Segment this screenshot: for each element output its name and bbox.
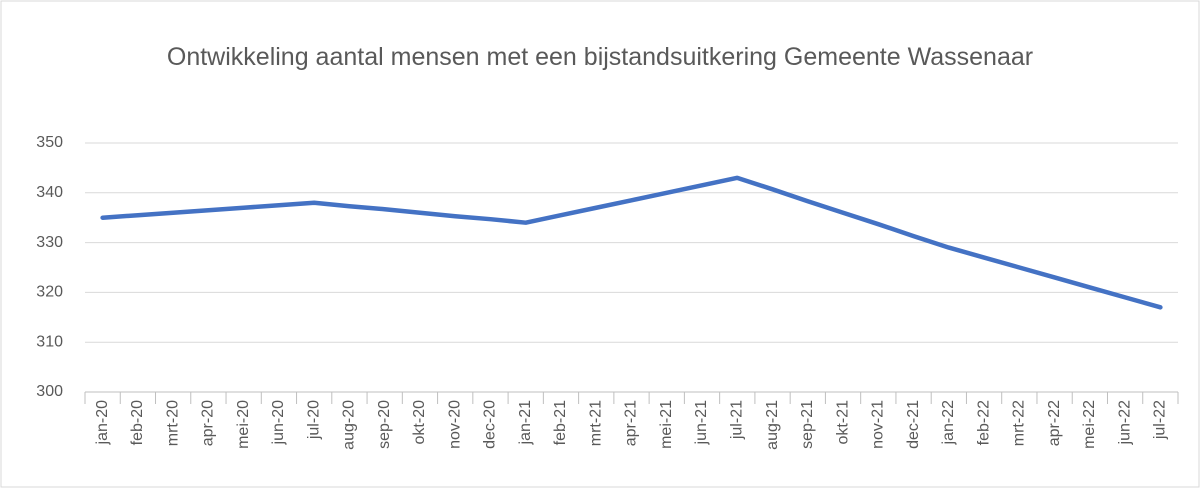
- x-tick-label: dec-20: [482, 400, 499, 449]
- x-tick-label: mrt-21: [587, 400, 604, 446]
- x-tick-label: feb-20: [129, 400, 146, 445]
- x-tick-label: jun-21: [693, 400, 710, 446]
- x-tick-label: apr-20: [200, 400, 217, 446]
- x-tick-label: jan-21: [517, 400, 534, 446]
- x-tick-label: okt-20: [411, 400, 428, 445]
- x-tick-label: feb-22: [975, 400, 992, 445]
- x-tick-label: dec-21: [905, 400, 922, 449]
- x-tick-label: mei-21: [658, 400, 675, 449]
- x-tick-label: aug-21: [764, 400, 781, 450]
- x-tick-label: apr-21: [623, 400, 640, 446]
- y-tick-label: 320: [36, 284, 63, 301]
- x-tick-label: sep-21: [799, 400, 816, 449]
- x-tick-label: okt-21: [834, 400, 851, 445]
- x-tick-label: mrt-22: [1011, 400, 1028, 446]
- x-tick-label: jan-20: [94, 400, 111, 446]
- x-tick-label: mrt-20: [164, 400, 181, 446]
- x-tick-label: feb-21: [552, 400, 569, 445]
- x-tick-label: mei-22: [1081, 400, 1098, 449]
- data-line: [100, 175, 1163, 310]
- x-tick-label: jun-22: [1116, 400, 1133, 446]
- y-tick-label: 350: [36, 134, 63, 151]
- x-tick-label: aug-20: [341, 400, 358, 450]
- chart-title: Ontwikkeling aantal mensen met een bijst…: [166, 43, 1034, 71]
- x-tick-label: jul-20: [305, 400, 322, 440]
- x-tick-label: nov-21: [870, 400, 887, 449]
- x-tick-label: apr-22: [1046, 400, 1063, 446]
- y-tick-label: 330: [36, 234, 63, 251]
- x-tick-label: mei-20: [235, 400, 252, 449]
- x-tick-label: sep-20: [376, 400, 393, 449]
- y-tick-label: 310: [36, 333, 63, 350]
- x-tick-label: jul-22: [1152, 400, 1169, 440]
- x-tick-label: jan-22: [940, 400, 957, 446]
- y-tick-label: 300: [36, 383, 63, 400]
- x-tick-label: jun-20: [270, 400, 287, 446]
- x-tick-label: jul-21: [728, 400, 745, 440]
- y-tick-label: 340: [36, 184, 63, 201]
- x-tick-label: nov-20: [446, 400, 463, 449]
